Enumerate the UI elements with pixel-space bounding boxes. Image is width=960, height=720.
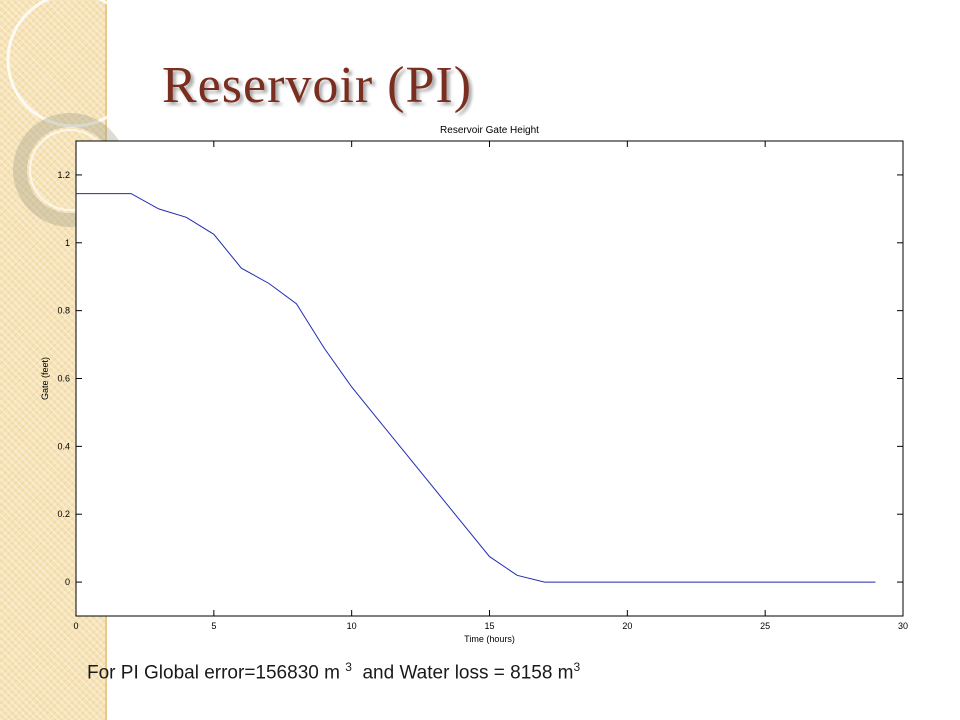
y-tick-label: 0 xyxy=(65,577,70,587)
x-tick-label: 5 xyxy=(211,621,216,631)
x-tick-label: 25 xyxy=(760,621,770,631)
x-tick-label: 10 xyxy=(347,621,357,631)
y-tick-label: 0.2 xyxy=(57,509,70,519)
x-tick-label: 15 xyxy=(484,621,494,631)
y-tick-label: 1 xyxy=(65,238,70,248)
caption: For PI Global error=156830 m 3 and Water… xyxy=(87,660,580,684)
caption-loss-exponent: 3 xyxy=(573,660,581,674)
y-tick-label: 0.4 xyxy=(57,441,70,451)
x-tick-label: 20 xyxy=(622,621,632,631)
x-tick-label: 0 xyxy=(73,621,78,631)
deco-circle-large xyxy=(6,0,142,128)
plot-area xyxy=(75,140,904,617)
y-tick-label: 0.6 xyxy=(57,374,70,384)
series-line-1 xyxy=(76,193,876,583)
caption-loss-text: and Water loss = 8158 m xyxy=(351,662,574,684)
x-axis-label: Time (hours) xyxy=(464,634,515,644)
y-tick-label: 1.2 xyxy=(57,170,70,180)
caption-error-text: For PI Global error=156830 m xyxy=(87,662,346,684)
caption-error-exponent: 3 xyxy=(345,660,352,674)
y-axis-label: Gate (feet) xyxy=(40,357,50,400)
slide-title: Reservoir (PI) xyxy=(162,57,473,114)
x-tick-label: 30 xyxy=(898,621,908,631)
chart-title: Reservoir Gate Height xyxy=(440,125,539,136)
y-tick-label: 0.8 xyxy=(57,306,70,316)
